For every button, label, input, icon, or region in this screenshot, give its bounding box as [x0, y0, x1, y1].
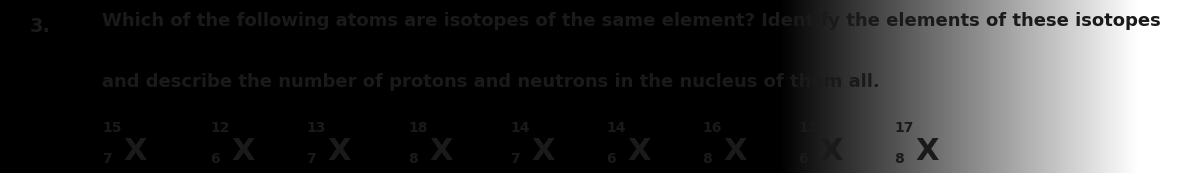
Text: X: X [628, 137, 652, 166]
Text: X: X [430, 137, 454, 166]
Text: 6: 6 [606, 152, 616, 166]
Text: 12: 12 [210, 121, 229, 135]
Text: 6: 6 [210, 152, 220, 166]
Text: 7: 7 [102, 152, 112, 166]
Text: X: X [820, 137, 844, 166]
Text: X: X [916, 137, 940, 166]
Text: 6: 6 [798, 152, 808, 166]
Text: X: X [724, 137, 748, 166]
Text: 17: 17 [894, 121, 913, 135]
Text: 13: 13 [798, 121, 817, 135]
Text: 14: 14 [606, 121, 625, 135]
Text: 8: 8 [894, 152, 904, 166]
Text: 3.: 3. [30, 17, 50, 36]
Text: 8: 8 [408, 152, 418, 166]
Text: X: X [232, 137, 256, 166]
Text: 13: 13 [306, 121, 325, 135]
Text: 7: 7 [306, 152, 316, 166]
Text: X: X [532, 137, 556, 166]
Text: 18: 18 [408, 121, 427, 135]
Text: and describe the number of protons and neutrons in the nucleus of them all.: and describe the number of protons and n… [102, 73, 880, 91]
Text: X: X [328, 137, 352, 166]
Text: 14: 14 [510, 121, 529, 135]
Text: 16: 16 [702, 121, 721, 135]
Text: 7: 7 [510, 152, 520, 166]
Text: X: X [124, 137, 148, 166]
Text: 15: 15 [102, 121, 121, 135]
Text: Which of the following atoms are isotopes of the same element? Identify the elem: Which of the following atoms are isotope… [102, 12, 1160, 30]
Text: 8: 8 [702, 152, 712, 166]
